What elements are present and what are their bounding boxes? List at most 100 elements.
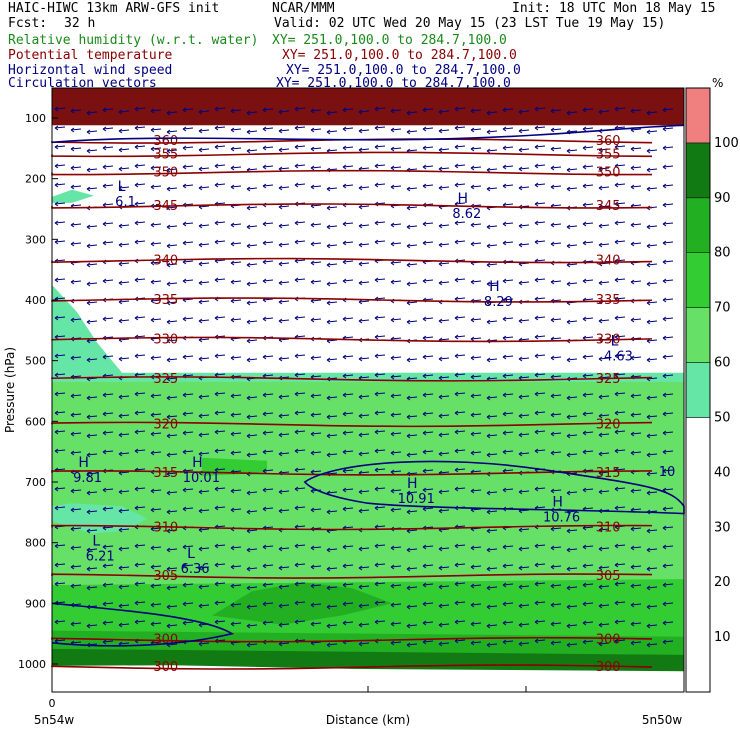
isentrope-label: 355 [153,147,178,162]
vector-shaft [278,642,290,645]
vector-head [422,278,427,284]
vector-shaft [406,320,418,323]
vector-shaft [54,392,66,395]
vector-head [358,413,363,419]
vector-head [214,619,219,625]
vector-shaft [262,431,274,434]
vector-head [566,585,571,591]
vector-shaft [534,316,546,319]
vector-shaft [646,434,658,437]
vector-head [310,431,315,437]
vector-head [662,278,667,284]
y-tick-label: 600 [25,415,46,428]
vector-head [230,621,235,627]
vector-head [470,545,475,551]
vector-shaft [438,414,450,417]
vector-head [86,509,91,515]
vector-head [566,433,571,439]
vector-head [342,544,347,550]
vector-head [198,109,203,115]
vector-shaft [182,222,194,225]
vector-shaft [246,491,258,494]
vector-shaft [438,243,450,246]
vector-head [214,125,219,131]
vector-head [470,127,475,133]
vector-head [486,585,491,591]
vector-shaft [214,316,226,319]
vector-shaft [614,126,626,129]
vector-head [566,186,571,192]
vector-head [502,183,507,189]
vector-shaft [342,469,354,472]
vector-shaft [294,544,306,547]
vector-shaft [470,185,482,188]
vector-head [502,278,507,284]
vector-shaft [294,107,306,110]
vector-shaft [102,279,114,282]
vector-head [598,185,603,191]
vector-shaft [118,471,130,474]
vector-head [118,527,123,533]
vector-shaft [358,452,370,455]
vector-shaft [614,221,626,224]
vector-shaft [326,510,338,513]
vector-shaft [662,488,674,491]
vector-shaft [198,604,210,607]
vector-shaft [438,110,450,113]
vector-shaft [390,185,402,188]
vector-shaft [662,393,674,396]
vector-shaft [246,358,258,361]
colorbar-bin [685,142,711,199]
vector-head [646,357,651,363]
vector-shaft [166,396,178,399]
colorbar-tick-label: 60 [714,356,731,371]
vector-shaft [358,357,370,360]
colorbar-tick-label: 100 [714,136,739,151]
vector-shaft [342,260,354,263]
vector-head [630,355,635,361]
vector-shaft [502,336,514,339]
vector-head [406,319,411,325]
isentrope-label: 315 [596,466,621,481]
vector-head [230,450,235,456]
vector-head [438,109,443,115]
extremum-value: 10.76 [543,510,580,525]
vector-shaft [294,506,306,509]
vector-shaft [214,525,226,528]
vector-shaft [246,529,258,532]
vector-head [374,410,379,416]
vector-head [150,146,155,152]
vector-head [134,239,139,245]
vector-shaft [70,413,82,416]
vector-head [310,260,315,266]
vector-head [374,315,379,321]
vector-head [278,223,283,229]
vector-head [454,182,459,188]
vector-shaft [278,224,290,227]
vector-head [86,148,91,154]
vector-head [438,147,443,153]
vector-head [102,354,107,360]
vector-shaft [230,603,242,606]
vector-head [534,429,539,435]
vector-shaft [406,301,418,304]
vector-shaft [166,130,178,133]
vector-shaft [150,641,162,644]
vector-head [406,490,411,496]
vector-head [630,621,635,627]
vector-head [374,467,379,473]
vector-head [230,298,235,304]
vector-head [166,110,171,116]
vector-head [198,280,203,286]
vector-head [182,126,187,132]
vector-head [614,429,619,435]
vector-head [646,262,651,268]
vector-shaft [582,222,594,225]
vector-head [518,489,523,495]
vector-head [214,106,219,112]
vector-shaft [118,414,130,417]
vector-shaft [118,319,130,322]
vector-shaft [422,602,434,605]
vector-shaft [230,109,242,112]
